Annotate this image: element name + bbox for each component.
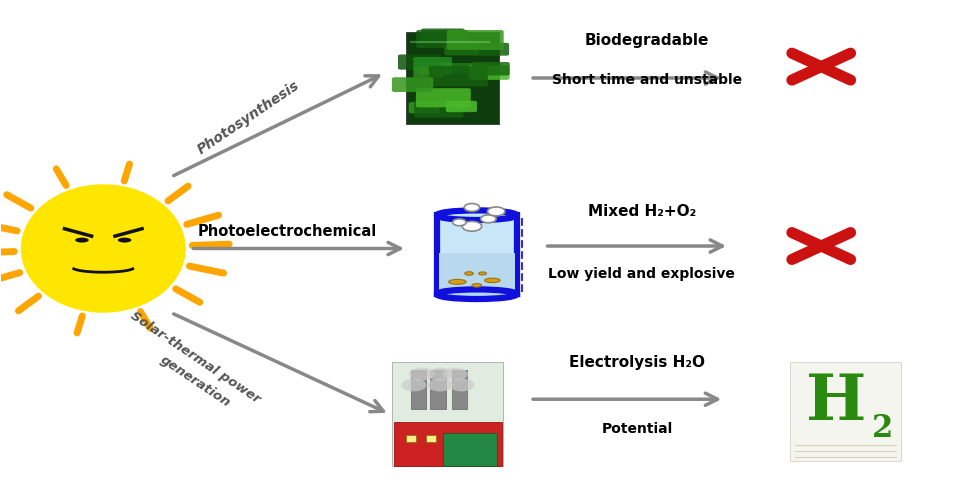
Text: Short time and unstable: Short time and unstable (552, 74, 741, 87)
FancyBboxPatch shape (416, 30, 468, 48)
FancyBboxPatch shape (447, 30, 504, 50)
FancyBboxPatch shape (409, 102, 440, 113)
FancyBboxPatch shape (398, 55, 441, 70)
FancyBboxPatch shape (407, 434, 416, 442)
Ellipse shape (472, 284, 482, 287)
Circle shape (401, 379, 426, 392)
FancyBboxPatch shape (414, 100, 463, 118)
FancyBboxPatch shape (429, 66, 487, 86)
FancyBboxPatch shape (394, 422, 501, 466)
Text: 2: 2 (872, 414, 893, 444)
FancyBboxPatch shape (414, 67, 444, 78)
FancyBboxPatch shape (430, 370, 446, 409)
Text: Mixed H₂+O₂: Mixed H₂+O₂ (588, 204, 696, 219)
FancyBboxPatch shape (415, 88, 471, 107)
FancyBboxPatch shape (414, 57, 452, 71)
Ellipse shape (465, 272, 474, 275)
Ellipse shape (449, 279, 466, 284)
Ellipse shape (437, 210, 517, 220)
FancyBboxPatch shape (439, 253, 515, 293)
FancyBboxPatch shape (437, 215, 517, 294)
FancyBboxPatch shape (445, 43, 479, 55)
Circle shape (464, 204, 480, 211)
FancyBboxPatch shape (448, 63, 477, 74)
FancyBboxPatch shape (392, 77, 433, 92)
FancyBboxPatch shape (468, 65, 510, 80)
Ellipse shape (485, 278, 500, 283)
FancyBboxPatch shape (421, 28, 465, 44)
Text: Low yield and explosive: Low yield and explosive (549, 267, 736, 281)
Text: Biodegradable: Biodegradable (585, 33, 708, 48)
Ellipse shape (20, 184, 186, 313)
FancyBboxPatch shape (474, 43, 509, 56)
FancyBboxPatch shape (790, 362, 901, 461)
Text: Electrolysis H₂O: Electrolysis H₂O (569, 355, 704, 370)
Circle shape (443, 368, 468, 381)
Text: H: H (806, 372, 866, 433)
Circle shape (462, 221, 482, 231)
FancyBboxPatch shape (392, 362, 503, 466)
Text: Solar-thermal power: Solar-thermal power (128, 309, 263, 406)
Circle shape (409, 368, 434, 381)
Circle shape (481, 215, 496, 223)
FancyBboxPatch shape (411, 370, 426, 409)
Ellipse shape (437, 289, 517, 299)
Text: generation: generation (158, 354, 233, 410)
Circle shape (450, 379, 475, 392)
Circle shape (452, 219, 466, 226)
FancyBboxPatch shape (426, 434, 436, 442)
Circle shape (487, 207, 505, 216)
FancyBboxPatch shape (407, 32, 498, 124)
Text: Photosynthesis: Photosynthesis (196, 78, 303, 157)
FancyBboxPatch shape (451, 370, 467, 409)
FancyBboxPatch shape (472, 62, 510, 76)
Text: Photoelectrochemical: Photoelectrochemical (198, 224, 378, 239)
FancyBboxPatch shape (446, 101, 477, 112)
FancyBboxPatch shape (443, 433, 496, 466)
Circle shape (427, 368, 452, 381)
Ellipse shape (75, 238, 89, 243)
FancyBboxPatch shape (418, 62, 452, 75)
Circle shape (427, 379, 452, 392)
Text: Potential: Potential (601, 422, 672, 436)
Ellipse shape (118, 238, 131, 243)
Ellipse shape (479, 272, 486, 275)
